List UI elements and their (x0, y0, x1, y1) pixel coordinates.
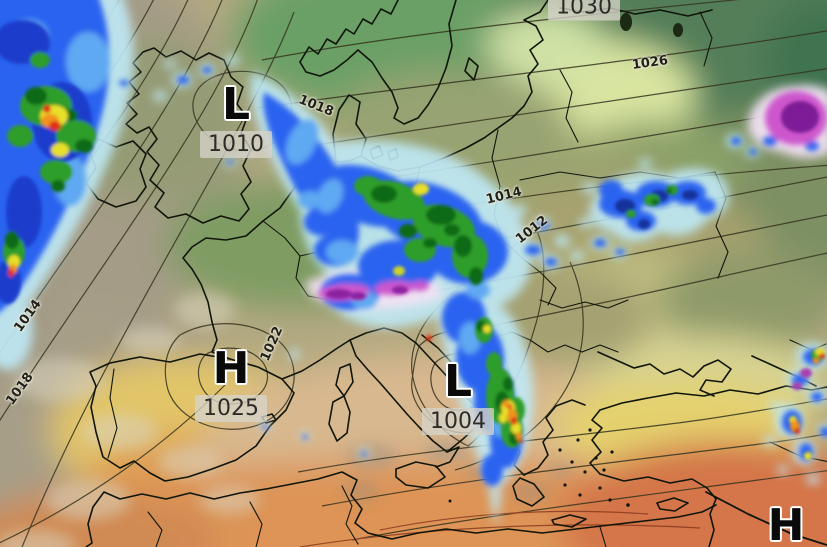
pressure-symbol: L (443, 356, 473, 407)
precipitation-cores (0, 20, 825, 460)
pressure-symbol: L (221, 79, 251, 130)
isobar-label: 1022 (257, 324, 287, 364)
pressure-symbol: H (212, 343, 250, 394)
pressure-value: 1025 (195, 395, 267, 422)
isobar-label: 1014 (484, 184, 524, 208)
pressure-center: L 1004 (422, 359, 494, 435)
pressure-center: H (768, 503, 805, 547)
isobar-label: 1018 (296, 92, 336, 120)
pressure-value-box: 1030 (548, 0, 620, 21)
pressure-value: 1010 (200, 131, 272, 158)
pressure-value: 1004 (422, 408, 494, 435)
isobar-label: 1014 (11, 296, 45, 336)
pressure-center: L 1010 (200, 82, 272, 158)
isobar-label: 1018 (3, 369, 37, 409)
isobar-label: 1012 (513, 212, 551, 248)
isobar-label: 1026 (631, 53, 669, 73)
pressure-center: H 1025 (195, 346, 267, 422)
pressure-symbol: H (767, 500, 805, 547)
